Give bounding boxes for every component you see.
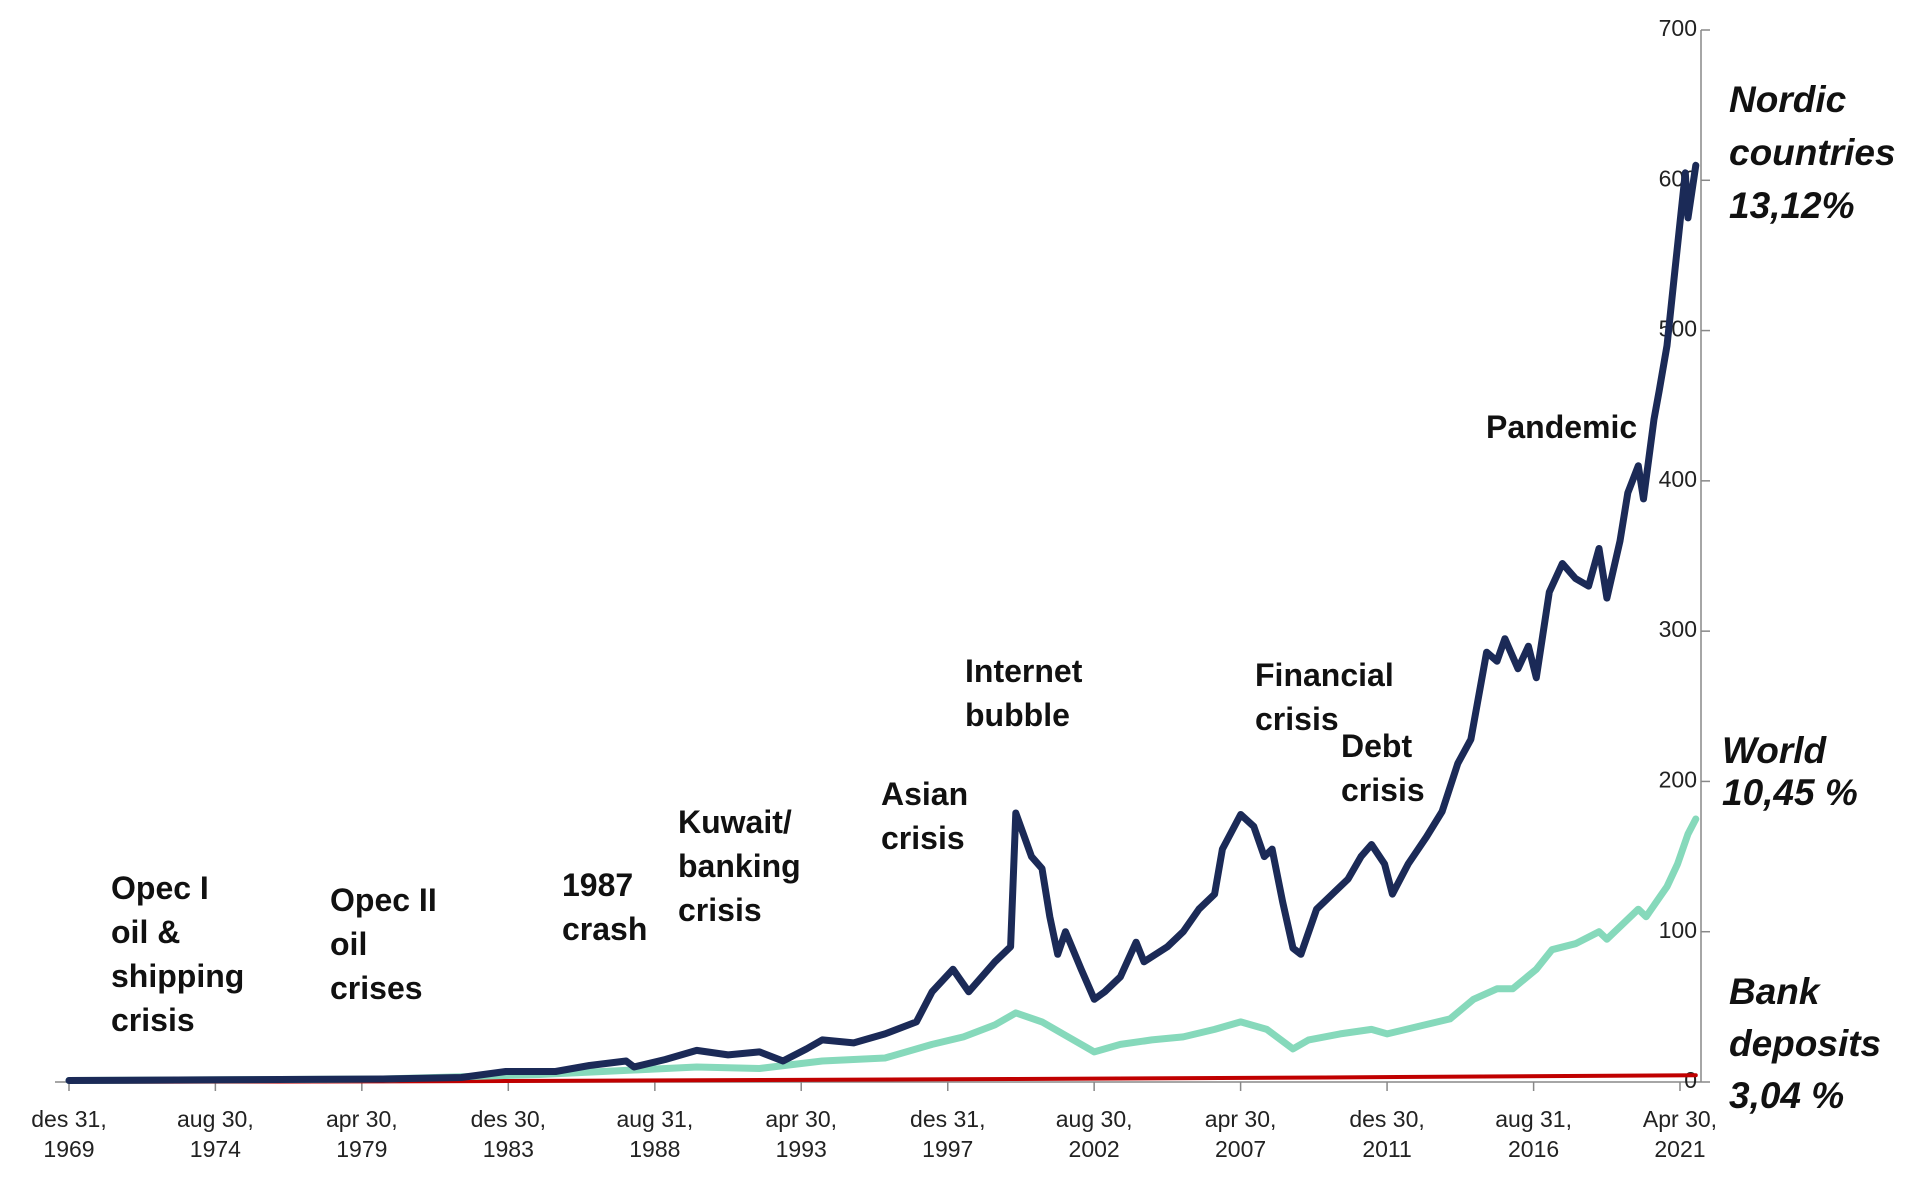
- event-annotation: Debt crisis: [1341, 724, 1425, 812]
- series-label: Bank deposits 3,04 %: [1729, 966, 1881, 1122]
- x-tick-label: Apr 30, 2021: [1630, 1104, 1730, 1164]
- event-annotation-line: crisis: [881, 820, 965, 856]
- event-annotation-line: crash: [562, 911, 648, 947]
- x-tick-label: des 30, 2011: [1337, 1104, 1437, 1164]
- x-tick-label: des 31, 1969: [19, 1104, 119, 1164]
- event-annotation-line: oil: [330, 926, 368, 962]
- series-line: [65, 815, 1700, 1084]
- x-tick-label: aug 30, 2002: [1044, 1104, 1144, 1164]
- x-tick-label-text: des 30, 1983: [470, 1106, 547, 1162]
- x-tick-label: des 31, 1997: [898, 1104, 998, 1164]
- event-annotation-line: shipping: [111, 958, 245, 994]
- x-tick-label-text: des 31, 1997: [910, 1106, 986, 1162]
- x-tick-label-text: aug 30, 1974: [177, 1106, 254, 1162]
- x-tick-label-text: Apr 30, 2021: [1642, 1106, 1718, 1162]
- event-annotation-line: crisis: [678, 892, 762, 928]
- series-name: World: [1722, 730, 1827, 771]
- event-annotation-line: crisis: [111, 1002, 195, 1038]
- event-annotation-line: Kuwait/: [678, 804, 792, 840]
- x-tick-label: aug 30, 1974: [165, 1104, 265, 1164]
- series-line: [65, 161, 1700, 1084]
- event-annotation-line: oil &: [111, 914, 181, 950]
- x-tick-label: aug 31, 1988: [605, 1104, 705, 1164]
- event-annotation: Financial crisis: [1255, 653, 1394, 741]
- x-tick-label-text: des 31, 1969: [31, 1106, 107, 1162]
- x-tick-label-text: aug 30, 2002: [1055, 1106, 1133, 1162]
- y-tick-label: 700: [1659, 15, 1697, 41]
- event-annotation-line: Asian: [881, 776, 969, 812]
- event-annotation-line: crises: [330, 970, 423, 1006]
- x-tick-label: apr 30, 1993: [751, 1104, 851, 1164]
- series-return: 13,12%: [1729, 185, 1855, 226]
- x-tick-label-text: aug 31, 2016: [1495, 1106, 1572, 1162]
- x-tick-label: apr 30, 1979: [312, 1104, 412, 1164]
- event-annotation-line: 1987: [562, 867, 634, 903]
- x-tick-label-text: apr 30, 1979: [326, 1106, 398, 1162]
- event-annotation-line: Debt: [1341, 728, 1413, 764]
- x-tick-label: des 30, 1983: [458, 1104, 558, 1164]
- x-tick-label-text: apr 30, 1993: [765, 1106, 838, 1162]
- x-tick-label-text: des 30, 2011: [1349, 1106, 1425, 1162]
- x-tick-label-text: apr 30, 2007: [1204, 1106, 1277, 1162]
- event-annotation-line: bubble: [965, 697, 1070, 733]
- event-annotation-line: Financial: [1255, 657, 1394, 693]
- event-annotation: Internet bubble: [965, 649, 1082, 737]
- y-tick-label: 100: [1659, 917, 1697, 943]
- event-annotation: Kuwait/banking crisis: [678, 800, 801, 932]
- y-tick-label: 300: [1659, 616, 1697, 642]
- series-return: 10,45 %: [1722, 772, 1858, 813]
- event-annotation: Opec II oil crises: [330, 878, 437, 1010]
- event-annotation-line: Opec II: [330, 882, 437, 918]
- event-annotation-line: Opec I: [111, 870, 209, 906]
- x-tick-label: apr 30, 2007: [1191, 1104, 1291, 1164]
- x-tick-label: aug 31, 2016: [1484, 1104, 1584, 1164]
- series-label: Nordic countries 13,12%: [1729, 73, 1896, 232]
- event-annotation-line: Pandemic: [1486, 409, 1638, 445]
- series-return: 3,04 %: [1729, 1075, 1845, 1116]
- y-tick-label: 200: [1659, 767, 1697, 793]
- event-annotation: Pandemic: [1486, 405, 1637, 449]
- event-annotation-line: Internet: [965, 653, 1083, 689]
- event-annotation-line: banking: [678, 848, 801, 884]
- series-name: Bank deposits: [1729, 971, 1882, 1064]
- event-annotation-line: crisis: [1255, 701, 1339, 737]
- event-annotation: Opec I oil & shipping crisis: [111, 866, 244, 1042]
- y-tick-label: 0: [1684, 1067, 1697, 1093]
- event-annotation: Asian crisis: [881, 772, 968, 860]
- event-annotation: 1987 crash: [562, 863, 647, 951]
- x-tick-label-text: aug 31, 1988: [616, 1106, 694, 1162]
- y-tick-label: 400: [1659, 466, 1697, 492]
- series-label: World 10,45 %: [1722, 730, 1858, 814]
- series-name: Nordic countries: [1729, 79, 1896, 173]
- event-annotation-line: crisis: [1341, 772, 1425, 808]
